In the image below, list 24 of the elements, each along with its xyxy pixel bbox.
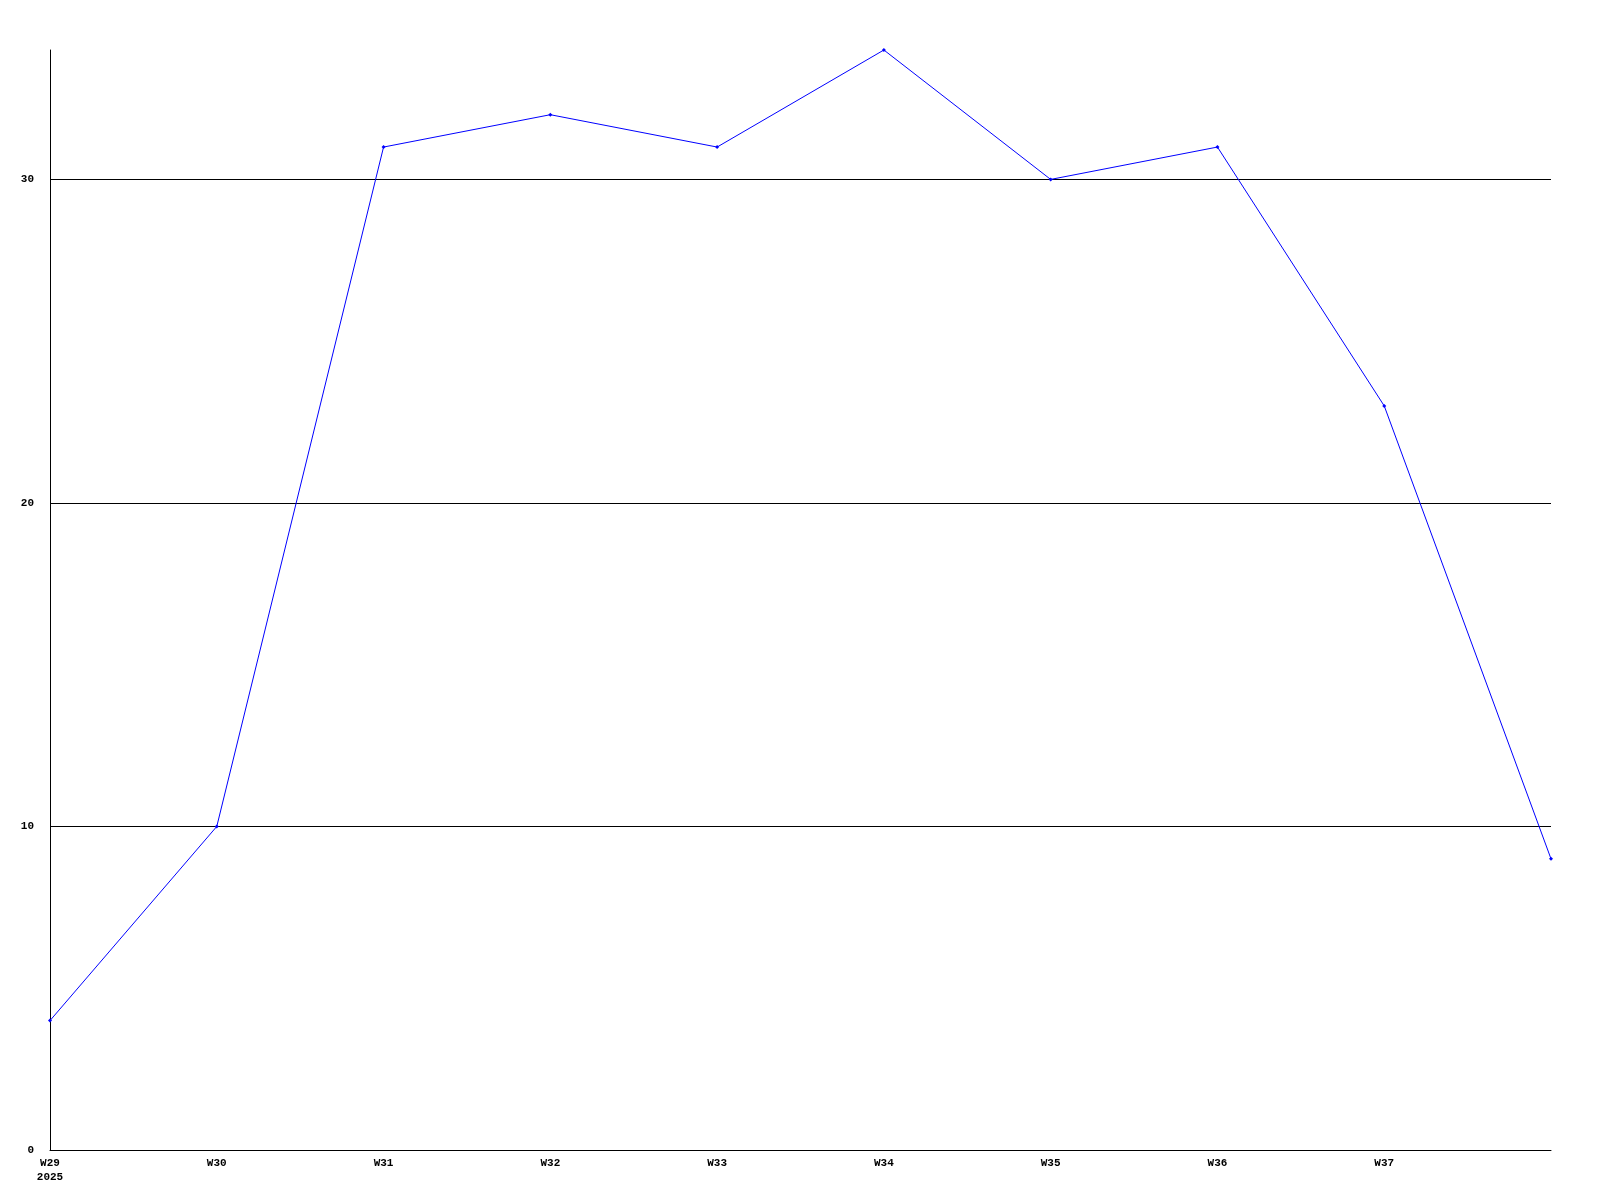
point — [1215, 145, 1220, 150]
point — [548, 112, 553, 117]
point — [881, 48, 886, 52]
y-tick-label: 30 — [20, 173, 34, 186]
point — [381, 145, 386, 150]
y-tick-label: 10 — [20, 820, 34, 833]
x-tick-label: W32 — [540, 1157, 561, 1169]
x-tick-label: W30 — [206, 1157, 227, 1169]
x-tick-label: W34 — [873, 1157, 895, 1169]
y-tick-label: 0 — [27, 1144, 34, 1156]
x-tick-label: W31 — [373, 1157, 394, 1169]
point — [1549, 856, 1553, 861]
point — [715, 145, 720, 150]
point — [1382, 403, 1387, 408]
x-tick-label: W29 2025 — [36, 1157, 64, 1183]
x-tick-label: W33 — [707, 1157, 728, 1169]
y-tick-label: 20 — [20, 496, 34, 509]
x-tick-label: W35 — [1040, 1157, 1061, 1169]
point — [214, 824, 219, 829]
point — [48, 1018, 52, 1023]
x-tick-label: W37 — [1374, 1157, 1395, 1169]
line-series — [48, 48, 1553, 1023]
point — [1048, 177, 1053, 182]
x-tick-label: W36 — [1207, 1157, 1228, 1169]
